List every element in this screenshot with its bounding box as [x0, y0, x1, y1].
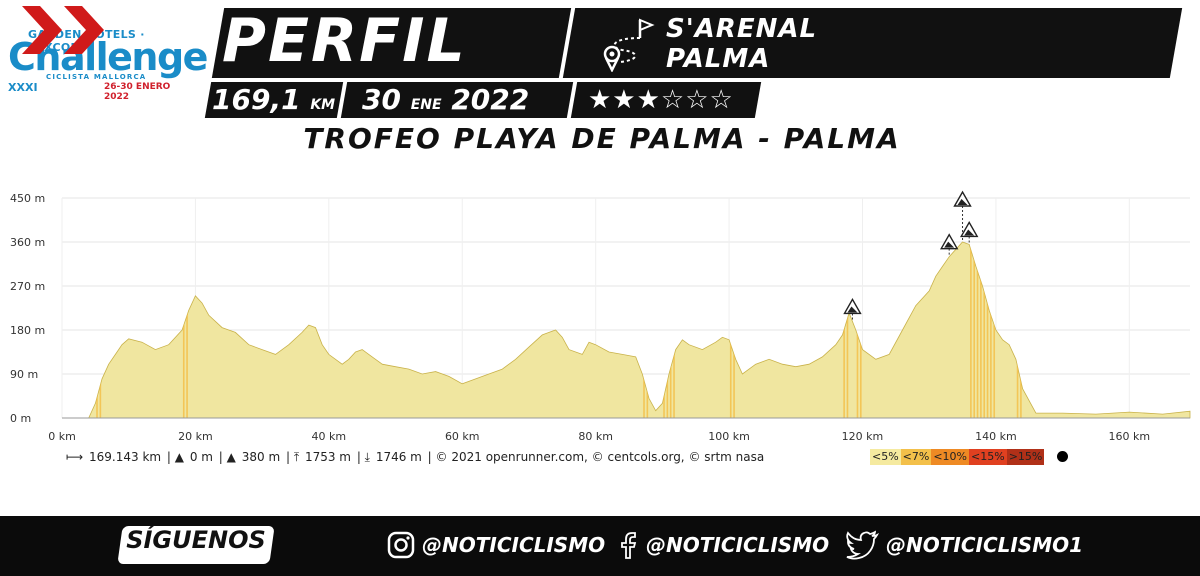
route-end: PALMA [666, 44, 771, 74]
gradient-legend-item: <7% [900, 449, 932, 465]
gradient-stripe [1020, 242, 1022, 418]
y-tick-label: 180 m [10, 324, 45, 337]
date-year: 2022 [451, 83, 530, 116]
follow-label: SÍGUENOS [126, 526, 266, 554]
gradient-stripe [1016, 242, 1019, 418]
gradient-stripe [186, 242, 188, 418]
x-tick-label: 120 km [842, 430, 884, 443]
climb-markers [843, 190, 979, 322]
gradient-legend: <5% <7% <10% <15% >15% [870, 449, 1045, 465]
y-tick-label: 360 m [10, 236, 45, 249]
gradient-stripe [643, 242, 645, 418]
gradient-stripe [96, 242, 98, 418]
min-altitude-icon: ▲ [174, 450, 185, 464]
logo-edition: XXXI [8, 81, 38, 94]
date-stat: 30 ENE 2022 [362, 82, 529, 118]
distance-stat: 169,1 KM [212, 82, 335, 118]
x-axis-ticks: 0 km 20 km 40 km 60 km 80 km 100 km 120 km 140 … [48, 430, 1150, 443]
gradient-stripe [983, 242, 986, 418]
gradient-stripe [729, 242, 732, 418]
date-month: ENE [410, 97, 442, 113]
distance-value: 169,1 [212, 83, 301, 116]
gradient-legend-item: <15% [969, 449, 1007, 465]
x-tick-label: 80 km [578, 430, 613, 443]
stat-descent: 1746 m [375, 450, 422, 464]
twitter-icon [846, 530, 880, 560]
facebook-icon [621, 532, 637, 559]
gradient-stripe [990, 242, 992, 418]
ascent-icon: ⤒ [293, 450, 300, 464]
instagram-handle: @NOTICICLISMO [422, 533, 606, 557]
y-tick-label: 0 m [10, 412, 31, 425]
gradient-stripe [673, 242, 675, 418]
page-title: PERFIL [222, 6, 467, 76]
distance-icon: ⟼ [66, 450, 84, 464]
gradient-stripe [669, 242, 672, 418]
x-tick-label: 60 km [445, 430, 480, 443]
gradient-legend-item: <10% [931, 449, 970, 465]
stat-distance: 169.143 km [89, 450, 162, 464]
climb-mountain-icon [959, 221, 979, 245]
climb-mountain-icon [843, 298, 862, 322]
gradient-stripe [973, 242, 976, 418]
date-day: 30 [362, 83, 401, 116]
gradient-stripe [646, 242, 649, 418]
y-tick-label: 450 m [10, 192, 45, 205]
gradient-stripe [843, 242, 845, 418]
stat-credits: © 2021 openrunner.com, © centcols.org, ©… [435, 450, 765, 464]
y-axis-ticks: 0 m 90 m 180 m 270 m 360 m 450 m [10, 192, 45, 425]
climb-mountain-icon [953, 190, 972, 242]
x-tick-label: 20 km [178, 430, 213, 443]
gradient-stripe [182, 242, 185, 418]
gradient-legend-item: >15% [1006, 449, 1045, 465]
twitter-handle: @NOTICICLISMO1 [886, 533, 1084, 557]
gradient-stripe [663, 242, 665, 418]
descent-icon: ⤓ [364, 450, 370, 464]
stat-min-altitude: 0 m [189, 450, 213, 464]
facebook-handle: @NOTICICLISMO [646, 533, 830, 557]
x-tick-label: 160 km [1109, 430, 1151, 443]
max-altitude-icon: ▲ [226, 450, 236, 464]
gradient-stripe [976, 242, 979, 418]
gradient-stripe [980, 242, 982, 418]
x-tick-label: 40 km [312, 430, 347, 443]
difficulty-stars: ★★★☆☆☆ [588, 85, 734, 115]
gradient-stripe [733, 242, 735, 418]
gradient-stripe [860, 242, 862, 418]
gradient-stripe [666, 242, 669, 418]
x-tick-label: 100 km [708, 430, 750, 443]
gradient-stripe [99, 242, 102, 418]
logo-dates: 26-30 ENERO 2022 [104, 82, 171, 102]
y-tick-label: 270 m [10, 280, 45, 293]
elevation-profile-chart: 0 m 90 m 180 m 270 m 360 m 450 m 0 km 20 km 40 … [10, 190, 1191, 443]
stage-name-text: TROFEO PLAYA DE PALMA - PALMA [303, 122, 901, 155]
gradient-stripe [986, 242, 989, 418]
gradient-stripe [846, 242, 849, 418]
route-icon [603, 18, 655, 72]
gradient-stripe [970, 242, 972, 418]
stat-ascent: 1753 m [304, 450, 351, 464]
distance-unit: KM [310, 97, 336, 113]
instagram-icon [387, 531, 415, 559]
facebook-link[interactable]: @NOTICICLISMO [618, 528, 829, 562]
profile-stats: ⟼ 169.143 km | ▲ 0 m | ▲ 380 m | ⤒ 1753 … [66, 450, 765, 464]
instagram-link[interactable]: @NOTICICLISMO [386, 528, 605, 562]
gradient-stripe [993, 242, 996, 418]
event-logo: GARDEN HOTELS · LUXCOM Challenge CICLIST… [6, 28, 208, 102]
route-start: S'ARENAL [666, 14, 818, 44]
twitter-link[interactable]: @NOTICICLISMO1 [844, 528, 1083, 562]
x-tick-label: 0 km [48, 430, 76, 443]
gradient-legend-item: <5% [870, 449, 901, 465]
chevron-arrows-icon [22, 6, 104, 54]
stage-name: TROFEO PLAYA DE PALMA - PALMA [0, 122, 1200, 155]
stat-max-altitude: 380 m [241, 450, 281, 464]
legend-dot-icon [1057, 451, 1068, 462]
y-tick-label: 90 m [10, 368, 38, 381]
x-tick-label: 140 km [975, 430, 1017, 443]
logo-subtitle: CICLISTA MALLORCA [46, 73, 147, 81]
